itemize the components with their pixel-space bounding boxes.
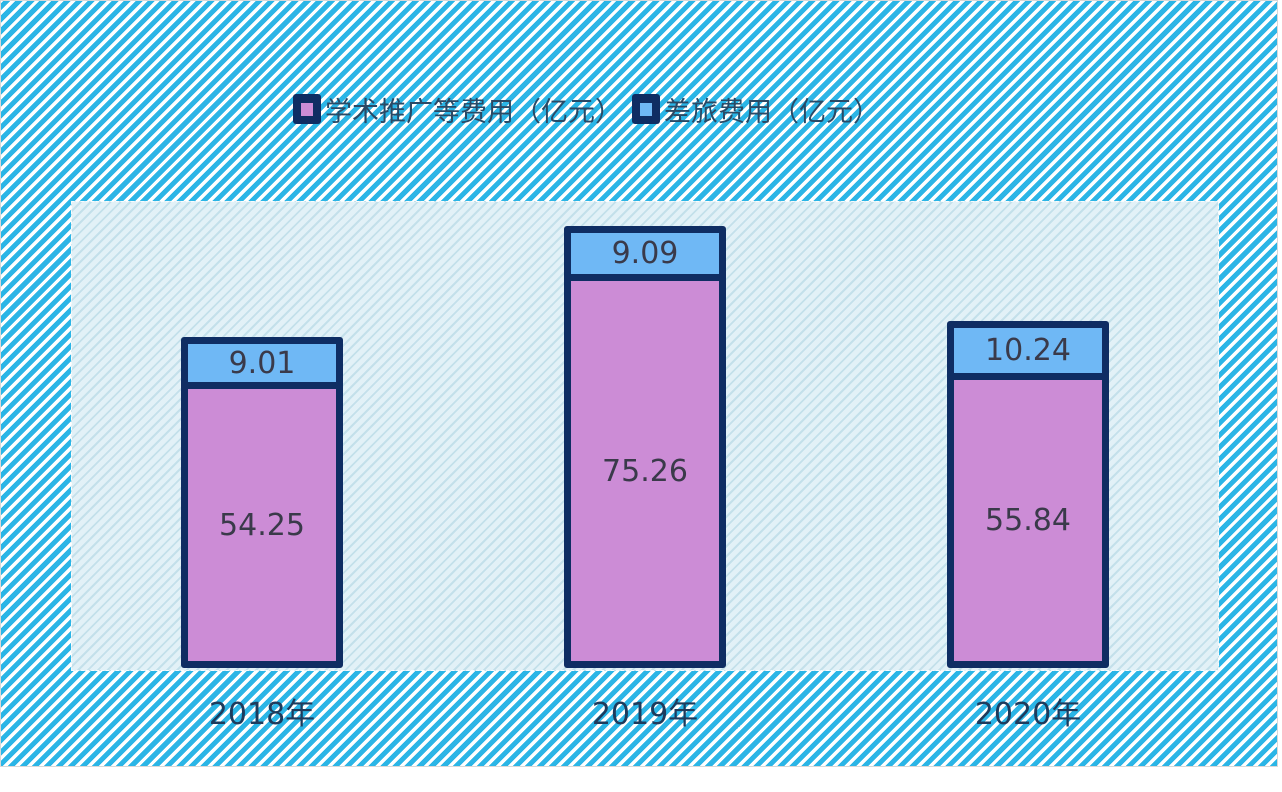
data-label: 9.09 <box>611 236 679 271</box>
segment-academic-promotion: 75.26 <box>571 281 719 661</box>
x-axis-label-2019: 2019年 <box>591 697 699 732</box>
x-axis-label-2018: 2018年 <box>208 697 316 732</box>
segment-academic-promotion: 54.25 <box>188 389 336 661</box>
data-label: 75.26 <box>602 453 688 489</box>
data-label: 55.84 <box>985 503 1071 538</box>
legend-label: 学术推广等费用（亿元） <box>325 96 622 128</box>
data-label: 10.24 <box>985 333 1071 368</box>
legend-item-travel: 差旅费用（亿元） <box>632 90 880 129</box>
segment-travel: 9.01 <box>188 344 336 382</box>
segment-travel: 9.09 <box>571 233 719 274</box>
bar-2020: 10.24 55.84 <box>947 321 1109 668</box>
chart-area: 学术推广等费用（亿元） 差旅费用（亿元） 9.01 54.25 9.09 75.… <box>0 0 1278 767</box>
data-label: 54.25 <box>219 507 305 543</box>
legend-label: 差旅费用（亿元） <box>664 96 880 128</box>
segment-travel: 10.24 <box>954 328 1102 373</box>
data-label: 9.01 <box>228 345 296 381</box>
bar-2018: 9.01 54.25 <box>181 337 343 668</box>
legend-marker-travel <box>632 94 660 124</box>
legend: 学术推广等费用（亿元） 差旅费用（亿元） <box>293 90 890 129</box>
legend-item-academic-promotion: 学术推广等费用（亿元） <box>293 90 622 129</box>
x-axis-label-2020: 2020年 <box>974 697 1082 732</box>
legend-marker-academic-promotion <box>293 94 321 124</box>
bar-2019: 9.09 75.26 <box>564 226 726 668</box>
segment-academic-promotion: 55.84 <box>954 380 1102 661</box>
